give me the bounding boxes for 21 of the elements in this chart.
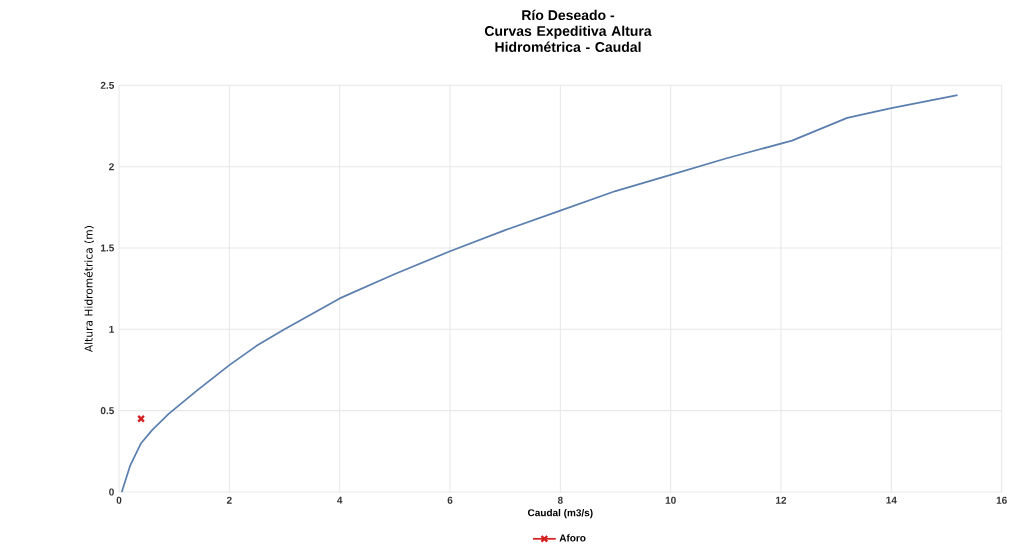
x-tick-label: 4 bbox=[337, 496, 343, 504]
y-axis-title: Altura Hidrométrica (m) bbox=[83, 226, 94, 353]
y-tick-label: 0 bbox=[109, 488, 114, 496]
y-tick-label: 1.5 bbox=[101, 244, 115, 252]
chart-title: Río Deseado - bbox=[522, 9, 615, 21]
x-axis-title: Caudal (m3/s) bbox=[527, 508, 593, 519]
line-series bbox=[120, 94, 959, 493]
y-tick-label: 0.5 bbox=[100, 407, 115, 415]
x-tick-label: 2 bbox=[226, 496, 232, 504]
y-tick-label: 1 bbox=[109, 325, 115, 333]
x-tick-label: 14 bbox=[886, 496, 897, 504]
x-tick-label: 8 bbox=[557, 496, 563, 504]
x-tick-label: 16 bbox=[996, 496, 1007, 504]
y-tick-label: 2.5 bbox=[100, 81, 115, 89]
x-tick-label: 12 bbox=[776, 496, 787, 504]
legend-label: Aforo bbox=[559, 534, 586, 542]
x-tick-label: 6 bbox=[447, 496, 453, 504]
y-tick-label: 2 bbox=[109, 163, 114, 171]
x-tick-label: 10 bbox=[665, 496, 676, 504]
chart-subtitle: Curvas Expeditiva Altura Hidrométrica - Caudal bbox=[484, 25, 652, 52]
x-tick-label: 0 bbox=[116, 496, 122, 504]
